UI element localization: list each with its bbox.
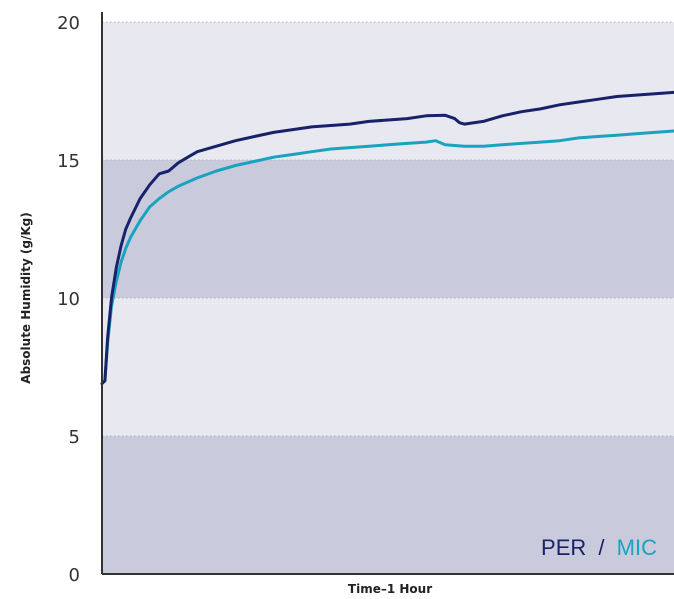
y-tick-labels: 0 5 10 15 20 — [57, 13, 80, 586]
y-tick-label-5: 5 — [69, 427, 80, 448]
axes — [101, 12, 674, 575]
band-3 — [102, 22, 674, 160]
y-axis-title: Absolute Humidity (g/Kg) — [19, 212, 33, 383]
band-1 — [102, 298, 674, 436]
series-line-mic — [100, 129, 674, 386]
y-tick-label-15: 15 — [57, 151, 80, 172]
gridlines — [102, 21, 674, 437]
background-bands — [102, 22, 674, 574]
x-axis-title: Time–1 Hour — [348, 582, 432, 596]
legend-entry-mic: MIC — [617, 535, 657, 560]
legend-entry-per: PER — [541, 535, 586, 560]
series-line-per — [100, 90, 674, 386]
band-0 — [102, 436, 674, 574]
legend-separator: / — [598, 535, 605, 560]
y-tick-label-0: 0 — [69, 565, 80, 586]
series-lines — [100, 90, 674, 386]
band-2 — [102, 160, 674, 298]
legend: PER / MIC — [541, 535, 657, 560]
y-tick-label-20: 20 — [57, 13, 80, 34]
y-tick-label-10: 10 — [57, 289, 80, 310]
